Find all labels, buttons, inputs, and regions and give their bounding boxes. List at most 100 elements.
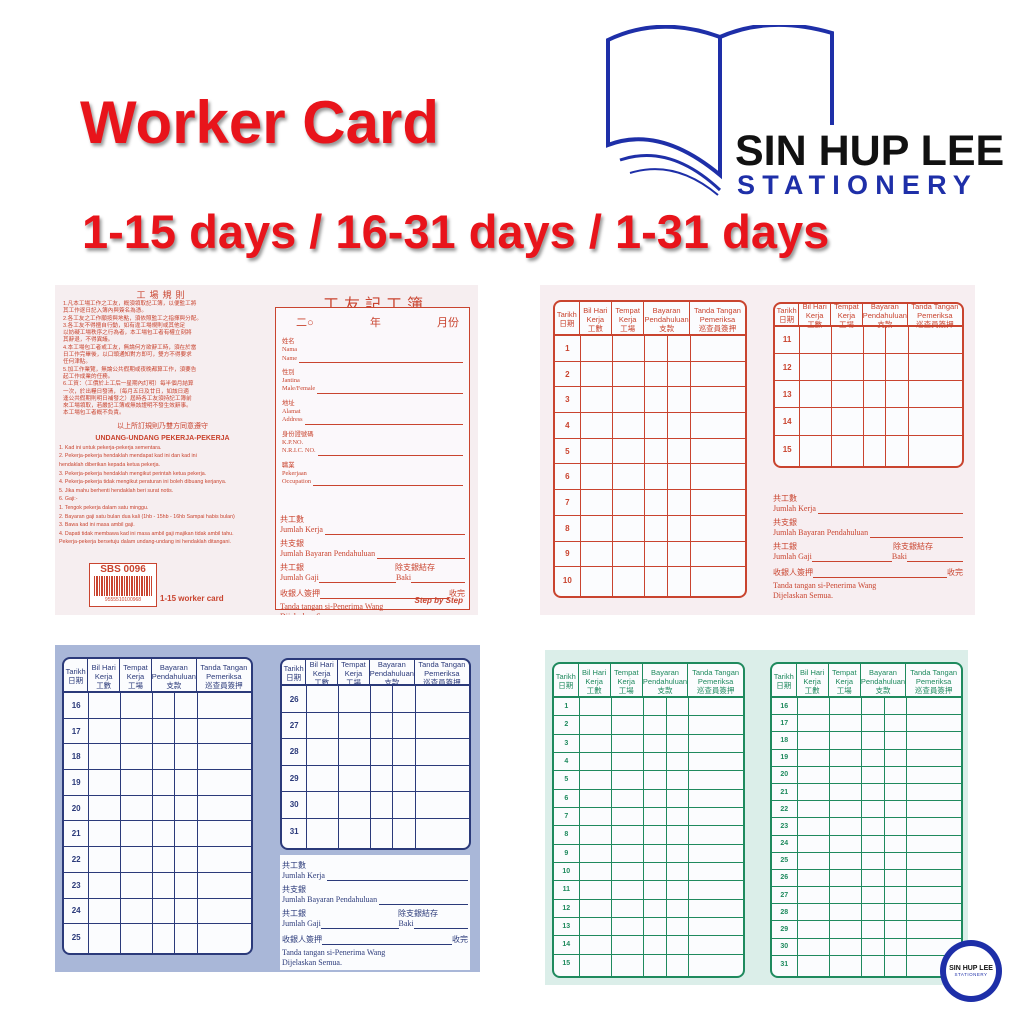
- table-row[interactable]: 21: [772, 784, 961, 802]
- field-input-line[interactable]: Address: [282, 416, 463, 425]
- field-line: [313, 478, 463, 487]
- day-number: 8: [565, 523, 570, 533]
- column-line: [392, 686, 394, 848]
- table-row[interactable]: 5: [554, 771, 743, 790]
- header-text: Bayaran: [870, 301, 899, 311]
- table-row[interactable]: 19: [64, 770, 251, 796]
- table-row[interactable]: 3: [555, 387, 745, 414]
- table-body: 16 17 18 19 20 21 22 23 24 25: [64, 693, 251, 953]
- brand-badge: SIN HUP LEE STATIONERY: [940, 940, 1002, 1002]
- header-text: 工數: [314, 677, 330, 687]
- table-row[interactable]: 23: [64, 873, 251, 899]
- table-row[interactable]: 28: [772, 904, 961, 922]
- header-date: Tarikh 日期: [775, 304, 800, 327]
- table-row[interactable]: 9: [554, 845, 743, 863]
- table-row[interactable]: 24: [772, 836, 961, 853]
- table-row[interactable]: 10: [554, 863, 743, 882]
- table-row[interactable]: 27: [772, 887, 961, 905]
- rule-line: 2. Bayaran gaji satu bulan dua kali (1hb…: [59, 513, 235, 520]
- header-advance-payment: Bayaran Pendahuluan 支款: [152, 659, 197, 693]
- field-input-line[interactable]: Male/Female: [282, 385, 463, 394]
- table-row[interactable]: 6: [554, 790, 743, 808]
- field-input-line[interactable]: N.R.I.C. NO.: [282, 447, 463, 456]
- day-number: 28: [780, 908, 789, 916]
- table-row[interactable]: 27: [282, 713, 469, 740]
- table-row[interactable]: 18: [772, 732, 961, 750]
- table-row[interactable]: 18: [64, 744, 251, 771]
- table-row[interactable]: 2: [554, 716, 743, 735]
- table-row[interactable]: 16: [772, 698, 961, 716]
- header-text: Pemeriksa: [915, 676, 952, 686]
- table-row[interactable]: 11: [554, 881, 743, 900]
- header-text: Bayaran: [159, 662, 188, 672]
- table-row[interactable]: 2: [555, 362, 745, 388]
- table-row[interactable]: 6: [555, 465, 745, 491]
- table-row[interactable]: 26: [282, 686, 469, 713]
- table-row[interactable]: 12: [554, 900, 743, 918]
- table-row[interactable]: 16: [64, 693, 251, 719]
- table-row[interactable]: 12: [775, 354, 962, 382]
- table-row[interactable]: 17: [772, 715, 961, 733]
- field-input-line[interactable]: Name: [282, 355, 463, 363]
- header-text: Pendahuluan: [860, 676, 906, 686]
- table-row[interactable]: 4: [554, 753, 743, 772]
- table-row[interactable]: 30: [772, 939, 961, 956]
- table-row[interactable]: 13: [775, 381, 962, 409]
- label-cn: 共工銀: [280, 563, 304, 572]
- table-row[interactable]: 1: [555, 336, 745, 362]
- table-row[interactable]: 22: [772, 801, 961, 819]
- table-row[interactable]: 14: [554, 936, 743, 955]
- label: Jumlah Bayaran Pendahuluan: [280, 549, 376, 558]
- form-field: 地址 Alamat Address: [282, 400, 463, 425]
- table-row[interactable]: 25: [64, 924, 251, 950]
- column-line: [578, 698, 580, 976]
- table-row[interactable]: 19: [772, 750, 961, 767]
- table-row[interactable]: 26: [772, 870, 961, 888]
- rule-line-cn: 起工作成業的任務。: [63, 373, 114, 380]
- table-row[interactable]: 25: [772, 853, 961, 870]
- table-row[interactable]: 7: [555, 490, 745, 516]
- table-row[interactable]: 8: [555, 516, 745, 542]
- label-cn: 除支銀結存: [395, 563, 435, 572]
- table-row[interactable]: 14: [775, 408, 962, 436]
- table-row[interactable]: 3: [554, 735, 743, 753]
- label: Jumlah Kerja: [280, 525, 323, 534]
- summary: 共工數 Jumlah Kerja 共支銀 Jumlah Bayaran Pendahu…: [773, 490, 963, 601]
- table-row[interactable]: 7: [554, 808, 743, 827]
- book-logo-icon: [606, 25, 834, 196]
- badge-tagline: STATIONERY: [954, 972, 988, 977]
- table-row[interactable]: 15: [775, 436, 962, 463]
- table-row[interactable]: 31: [772, 956, 961, 973]
- table-row[interactable]: 28: [282, 739, 469, 766]
- table-row[interactable]: 5: [555, 439, 745, 465]
- table-row[interactable]: 21: [64, 822, 251, 848]
- table-row[interactable]: 29: [282, 766, 469, 793]
- table-row[interactable]: 1: [554, 698, 743, 717]
- attendance-table: Tarikh 日期 Bil Hari Kerja 工數 Tempat Kerja 工場 Baya…: [62, 657, 253, 955]
- field-input-line[interactable]: Occupation: [282, 478, 463, 487]
- table-row[interactable]: 13: [554, 918, 743, 937]
- table-row[interactable]: 31: [282, 819, 469, 845]
- total-work-field: 共工數 Jumlah Kerja: [773, 494, 963, 514]
- table-row[interactable]: 8: [554, 826, 743, 845]
- table-row[interactable]: 29: [772, 921, 961, 939]
- table-row[interactable]: 11: [775, 327, 962, 354]
- table-row[interactable]: 20: [64, 796, 251, 822]
- table-row[interactable]: 20: [772, 767, 961, 784]
- table-row[interactable]: 17: [64, 719, 251, 745]
- table-row[interactable]: 15: [554, 955, 743, 973]
- day-number: 13: [562, 923, 571, 931]
- field-label-en: Occupation: [282, 478, 312, 486]
- table-row[interactable]: 24: [64, 899, 251, 925]
- line: [320, 589, 449, 599]
- table-row[interactable]: 22: [64, 847, 251, 873]
- header-inspector-signature: Tanda Tangan Pemeriksa 巡查員簽押: [688, 664, 743, 698]
- day-number: 19: [71, 777, 81, 787]
- table-row[interactable]: 30: [282, 792, 469, 819]
- table-row[interactable]: 10: [555, 567, 745, 593]
- table-row[interactable]: 4: [555, 413, 745, 439]
- rule-line-cn: 6.工資：（工價於上工后一星期內訂明）每半個月結算: [63, 381, 194, 388]
- table-row[interactable]: 9: [555, 542, 745, 568]
- field-label-ms: K.P.NO.: [282, 438, 304, 446]
- table-row[interactable]: 23: [772, 818, 961, 836]
